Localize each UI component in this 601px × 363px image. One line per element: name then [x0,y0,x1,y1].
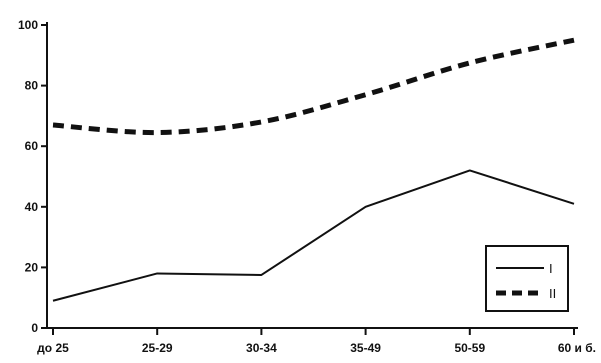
y-tick-label: 60 [25,139,39,153]
axes: 0 20 40 60 80 100 до 25 25-29 30-34 35-49 50-59 60 … [18,18,596,355]
legend-label-ii: II [549,286,556,301]
legend: III [485,245,569,312]
series-ii-line [52,37,575,136]
y-tick-label: 0 [31,321,38,335]
x-tick-label: 35-49 [350,341,381,355]
x-tick-label: до 25 [37,341,69,355]
x-tick-label: 60 и б. [558,341,596,355]
y-tick-label: 40 [25,200,39,214]
series-i-line [52,169,575,302]
y-tick-label: 20 [25,260,39,274]
legend-label-i: I [549,261,553,276]
legend-box [485,245,569,312]
x-tick-label: 25-29 [142,341,173,355]
y-tick-label: 100 [18,18,38,32]
x-tick-label: 30-34 [246,341,277,355]
x-tick-label: 50-59 [454,341,485,355]
y-tick-label: 80 [25,79,39,93]
series-lines [52,37,575,302]
